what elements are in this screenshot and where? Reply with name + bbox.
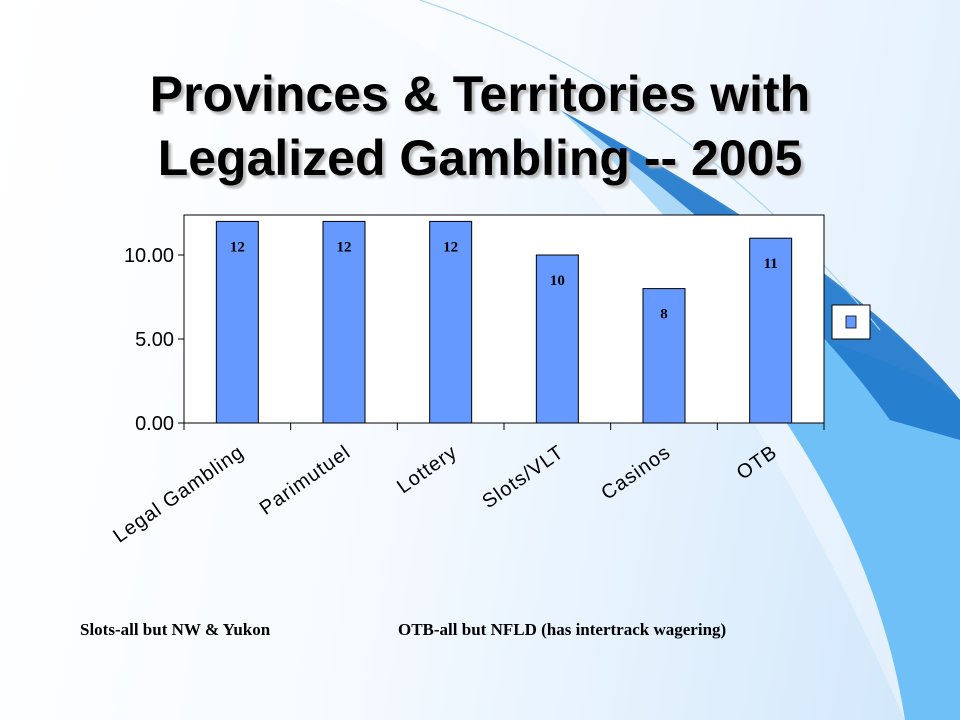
x-tick-label-0: Legal Gambling — [109, 441, 248, 547]
footnote-otb: OTB-all but NFLD (has intertrack wagerin… — [398, 620, 727, 639]
y-tick-label-1: 5.00 — [135, 329, 174, 351]
legend-swatch — [845, 315, 857, 329]
bar-3 — [535, 254, 579, 424]
title-line-1: Provinces & Territories with — [149, 66, 811, 122]
slide-title: Provinces & Territories with Legalized G… — [60, 62, 900, 190]
data-label-2: 12 — [443, 239, 458, 255]
x-axis: Legal Gambling Parimutuel Lottery Slots/VLT… — [109, 422, 825, 547]
x-tick-label-3: Slots/VLT — [478, 441, 568, 513]
bar-0 — [215, 220, 259, 424]
data-labels-group: 12 12 12 10 8 11 — [230, 239, 778, 322]
data-label-0: 12 — [230, 239, 245, 255]
footnote-slots: Slots-all but NW & Yukon — [80, 620, 271, 639]
x-tick-label-5: OTB — [733, 441, 782, 484]
x-tick-label-4: Casinos — [597, 441, 675, 504]
x-tick-label-1: Parimutuel — [256, 441, 355, 520]
data-label-5: 11 — [764, 256, 778, 272]
legend — [831, 304, 871, 340]
plot-area — [183, 214, 825, 424]
data-label-4: 8 — [660, 307, 668, 323]
y-tick-label-0: 0.00 — [135, 413, 174, 435]
data-label-1: 12 — [337, 239, 352, 255]
bars-group — [215, 220, 793, 424]
y-tick-label-2: 10.00 — [124, 245, 174, 267]
bar-1 — [322, 220, 366, 424]
bar-5 — [749, 237, 793, 424]
x-tick-label-2: Lottery — [393, 441, 461, 498]
title-line-2: Legalized Gambling -- 2005 — [157, 130, 803, 186]
data-label-3: 10 — [550, 273, 565, 289]
y-axis: 0.00 5.00 10.00 — [124, 215, 185, 435]
